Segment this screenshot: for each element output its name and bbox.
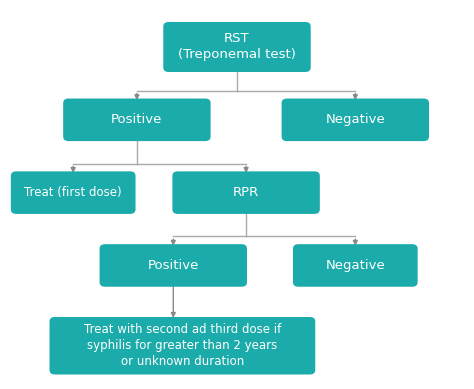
Text: RPR: RPR [233, 186, 259, 199]
Text: Negative: Negative [326, 259, 385, 272]
Text: Negative: Negative [326, 113, 385, 126]
FancyBboxPatch shape [100, 244, 247, 287]
Text: Positive: Positive [111, 113, 163, 126]
FancyBboxPatch shape [293, 244, 418, 287]
FancyBboxPatch shape [49, 317, 315, 375]
FancyBboxPatch shape [173, 171, 320, 214]
FancyBboxPatch shape [11, 171, 136, 214]
Text: Positive: Positive [147, 259, 199, 272]
FancyBboxPatch shape [163, 22, 311, 72]
Text: Treat with second ad third dose if
syphilis for greater than 2 years
or unknown : Treat with second ad third dose if syphi… [84, 323, 281, 368]
FancyBboxPatch shape [63, 98, 210, 141]
FancyBboxPatch shape [282, 98, 429, 141]
Text: Treat (first dose): Treat (first dose) [24, 186, 122, 199]
Text: RST
(Treponemal test): RST (Treponemal test) [178, 33, 296, 61]
